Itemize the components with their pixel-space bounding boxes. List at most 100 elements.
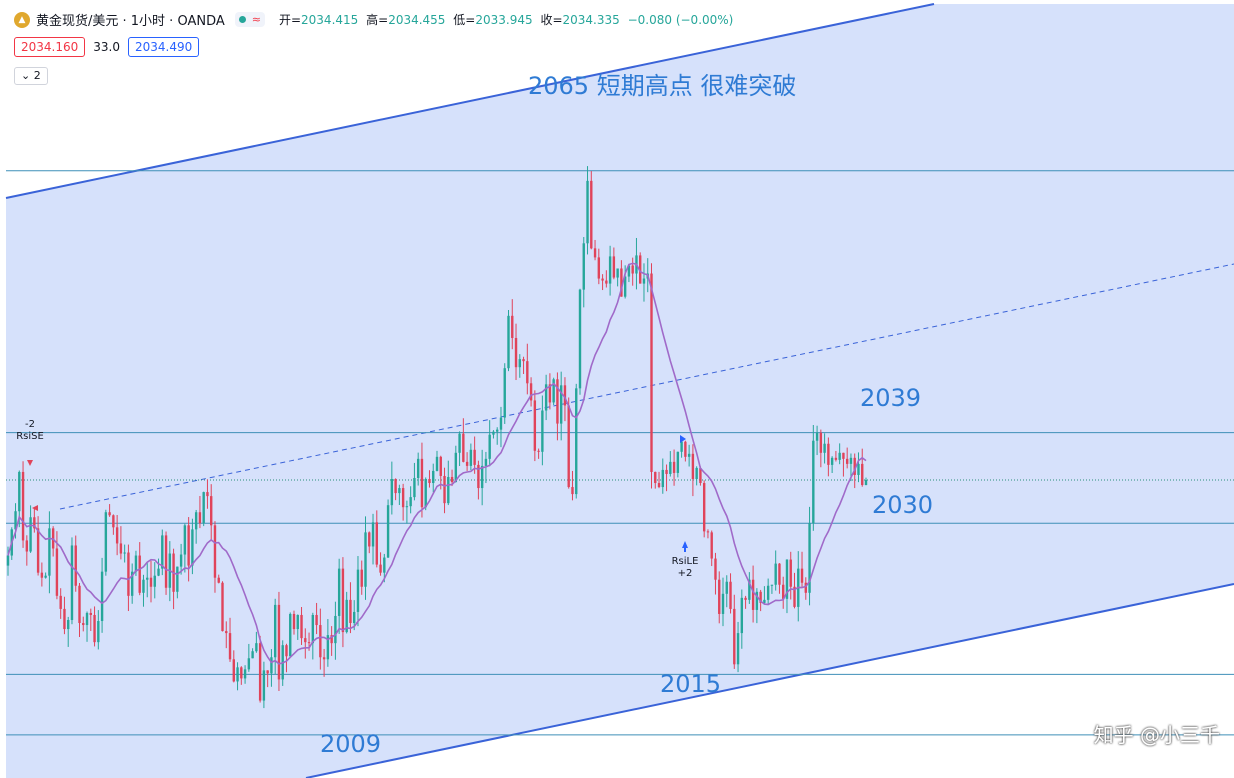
candle[interactable] <box>597 248 601 285</box>
candle[interactable] <box>6 546 10 576</box>
candle[interactable] <box>748 572 751 604</box>
candle[interactable] <box>857 452 860 483</box>
candle[interactable] <box>687 444 691 467</box>
candle[interactable] <box>808 506 811 606</box>
candle[interactable] <box>567 397 570 489</box>
candle[interactable] <box>48 511 51 594</box>
candle[interactable] <box>251 648 254 659</box>
candle[interactable] <box>123 544 126 563</box>
candle[interactable] <box>639 252 642 284</box>
candle[interactable] <box>349 582 352 634</box>
candle[interactable] <box>511 299 514 350</box>
candle[interactable] <box>258 635 262 703</box>
candle[interactable] <box>364 516 367 600</box>
candle[interactable] <box>823 433 826 464</box>
candle[interactable] <box>714 552 717 595</box>
candle[interactable] <box>270 649 273 687</box>
candle[interactable] <box>142 574 145 607</box>
candle[interactable] <box>277 591 281 692</box>
candle[interactable] <box>631 257 634 286</box>
candle[interactable] <box>179 543 183 575</box>
candle[interactable] <box>247 643 251 672</box>
candle[interactable] <box>590 171 593 250</box>
candle[interactable] <box>78 582 81 638</box>
candle[interactable] <box>255 631 258 653</box>
candle[interactable] <box>827 437 830 477</box>
candle[interactable] <box>450 469 454 487</box>
candle[interactable] <box>676 451 680 478</box>
candle[interactable] <box>469 443 473 471</box>
candle[interactable] <box>194 509 198 544</box>
candle[interactable] <box>243 665 247 684</box>
candle[interactable] <box>44 572 47 579</box>
candle[interactable] <box>616 268 619 287</box>
candle[interactable] <box>725 575 728 608</box>
candle[interactable] <box>864 477 868 486</box>
candle[interactable] <box>360 560 363 595</box>
candle[interactable] <box>499 406 503 448</box>
candle[interactable] <box>409 486 412 514</box>
candle[interactable] <box>225 621 228 649</box>
candle[interactable] <box>830 456 834 474</box>
candle[interactable] <box>518 354 521 378</box>
candle[interactable] <box>104 509 108 576</box>
candle[interactable] <box>465 452 469 471</box>
candle[interactable] <box>266 670 269 688</box>
candle[interactable] <box>187 517 190 582</box>
candle[interactable] <box>612 247 616 280</box>
candle[interactable] <box>702 480 706 538</box>
candle[interactable] <box>601 274 604 291</box>
candle[interactable] <box>672 449 676 486</box>
candle[interactable] <box>326 619 330 667</box>
candle[interactable] <box>721 577 725 627</box>
candle[interactable] <box>488 420 491 467</box>
candle[interactable] <box>541 395 544 466</box>
candle[interactable] <box>149 560 153 603</box>
level-2039-label[interactable]: 2039 <box>860 384 922 412</box>
candle[interactable] <box>262 661 266 709</box>
indicators-toggle-button[interactable]: ⌄ 2 <box>14 67 48 85</box>
candle[interactable] <box>217 574 220 584</box>
candle[interactable] <box>356 556 360 627</box>
candle[interactable] <box>345 591 348 634</box>
candle[interactable] <box>82 616 85 632</box>
candle[interactable] <box>416 452 420 486</box>
candle[interactable] <box>537 448 540 459</box>
candle[interactable] <box>198 495 202 529</box>
candle[interactable] <box>718 571 721 624</box>
candle[interactable] <box>774 550 777 591</box>
candle[interactable] <box>529 377 533 407</box>
candle[interactable] <box>405 500 409 524</box>
candle[interactable] <box>85 611 89 642</box>
candle[interactable] <box>657 471 661 489</box>
candle[interactable] <box>21 461 25 548</box>
candle[interactable] <box>842 452 845 477</box>
candle[interactable] <box>733 594 736 669</box>
candle[interactable] <box>210 484 213 542</box>
candle[interactable] <box>800 551 804 587</box>
candle[interactable] <box>157 558 160 577</box>
candle[interactable] <box>496 427 499 445</box>
candle[interactable] <box>782 576 785 609</box>
channel-lower-line[interactable] <box>305 583 1234 778</box>
candle[interactable] <box>93 606 96 647</box>
candle[interactable] <box>623 265 627 299</box>
candle[interactable] <box>608 245 612 296</box>
candle[interactable] <box>586 166 589 255</box>
candle[interactable] <box>605 270 608 288</box>
candle[interactable] <box>424 477 427 511</box>
candle[interactable] <box>447 460 450 506</box>
buy-price-button[interactable]: 2034.490 <box>127 37 200 57</box>
candle[interactable] <box>650 263 653 489</box>
candle[interactable] <box>183 523 187 573</box>
candle[interactable] <box>36 516 40 576</box>
candle[interactable] <box>164 531 168 595</box>
candle[interactable] <box>477 460 480 500</box>
candle[interactable] <box>379 552 382 576</box>
candle[interactable] <box>755 588 759 624</box>
candle[interactable] <box>793 572 796 609</box>
candle[interactable] <box>368 531 371 554</box>
symbol-title[interactable]: 黄金现货/美元 · 1小时 · OANDA <box>36 14 225 29</box>
candle[interactable] <box>337 558 341 634</box>
candle[interactable] <box>503 363 506 424</box>
